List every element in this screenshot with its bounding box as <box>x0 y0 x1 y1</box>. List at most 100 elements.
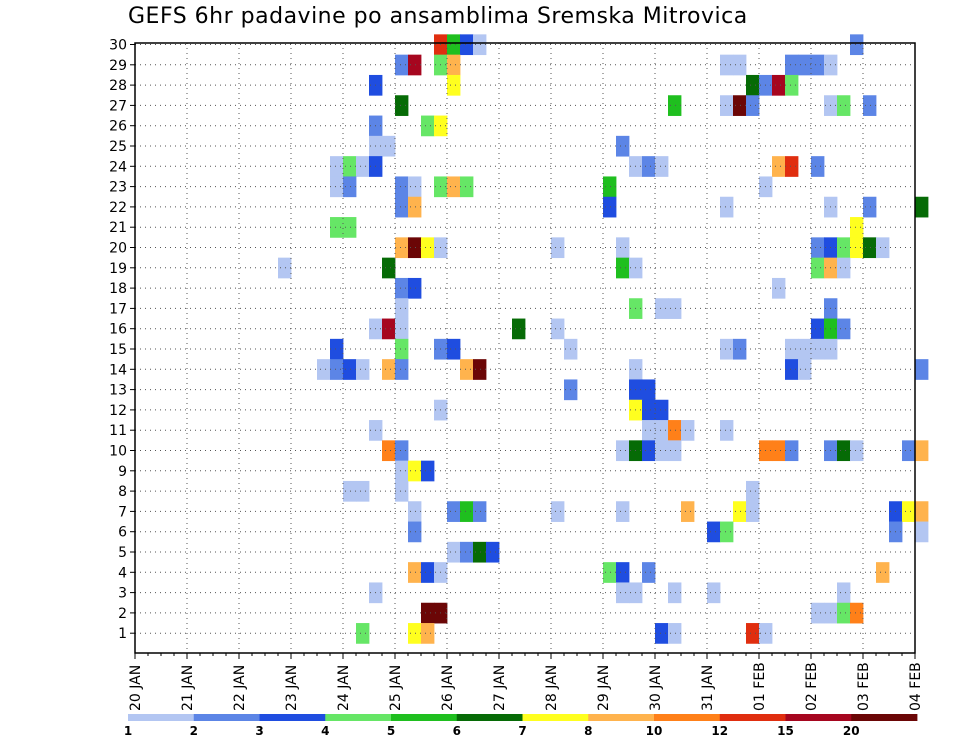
colorbar-swatch <box>522 714 589 721</box>
heatmap-cell <box>642 440 656 462</box>
heatmap-cell <box>421 460 435 482</box>
heatmap-cell <box>681 501 695 522</box>
x-tick-label: 30 JAN <box>648 665 664 711</box>
heatmap-cell <box>616 135 630 157</box>
x-tick-label: 26 JAN <box>440 665 456 711</box>
chart-title: GEFS 6hr padavine po ansamblima Sremska … <box>128 4 748 29</box>
heatmap-cell <box>408 176 422 198</box>
heatmap-cell <box>395 460 409 482</box>
colorbar-label: 15 <box>777 724 794 738</box>
heatmap-cell <box>603 176 617 198</box>
y-tick-label: 8 <box>118 484 127 500</box>
heatmap-cell <box>408 562 422 583</box>
heatmap-cell <box>447 338 461 360</box>
heatmap-cell <box>447 541 461 563</box>
heatmap-cell <box>785 338 799 360</box>
colorbar-swatch <box>851 714 918 721</box>
heatmap-cell <box>837 602 851 624</box>
y-tick-label: 25 <box>109 139 127 155</box>
x-tick-label: 20 JAN <box>128 665 144 711</box>
heatmap-cell <box>486 541 500 563</box>
heatmap-cell <box>408 237 422 259</box>
heatmap-cell <box>616 501 630 522</box>
y-tick-label: 7 <box>118 504 127 520</box>
y-tick-label: 22 <box>109 200 127 216</box>
heatmap-cell <box>668 623 682 644</box>
heatmap-cell <box>395 480 409 502</box>
heatmap-cell <box>772 74 786 96</box>
heatmap-cell <box>811 338 825 360</box>
y-tick-label: 11 <box>109 423 127 439</box>
heatmap-cell <box>395 95 409 116</box>
colorbar-label: 2 <box>190 724 198 738</box>
heatmap-cell <box>915 501 929 522</box>
y-tick-label: 27 <box>109 98 127 114</box>
heatmap-cell <box>655 623 669 644</box>
heatmap-cell <box>811 54 825 76</box>
heatmap-cell <box>811 257 825 279</box>
heatmap-cell <box>356 359 370 380</box>
heatmap-cell <box>343 217 357 238</box>
y-tick-label: 4 <box>118 565 127 581</box>
heatmap-cell <box>668 420 682 441</box>
heatmap-cell <box>447 54 461 76</box>
heatmap-cell <box>915 196 929 218</box>
heatmap-cell <box>733 501 747 522</box>
heatmap-cell <box>408 501 422 522</box>
x-axis: 20 JAN 21 JAN 22 JAN 23 JAN 24 JAN 25 JAN 26 J… <box>128 653 924 711</box>
heatmap-cell <box>330 176 344 198</box>
heatmap-cell <box>655 440 669 462</box>
heatmap-cell <box>915 440 929 462</box>
colorbar-swatch <box>456 714 523 721</box>
heatmap-cell <box>343 156 357 177</box>
x-tick-label: 01 FEB <box>752 662 768 711</box>
heatmap-cell <box>850 440 864 462</box>
heatmap-cell <box>421 562 435 583</box>
heatmap-cell <box>863 196 877 218</box>
y-tick-label: 10 <box>109 444 127 460</box>
heatmap-cell <box>356 623 370 644</box>
heatmap-cell <box>785 359 799 380</box>
y-tick-label: 6 <box>118 525 127 541</box>
heatmap-cell <box>642 156 656 177</box>
heatmap-cell <box>902 440 916 462</box>
heatmap-cell <box>772 156 786 177</box>
colorbar-swatch <box>259 714 326 721</box>
y-tick-label: 26 <box>109 119 127 135</box>
colorbar-label: 6 <box>453 724 461 738</box>
heatmap-cell <box>915 521 929 543</box>
heatmap-cell <box>772 277 786 299</box>
heatmap-cell <box>798 338 812 360</box>
heatmap-cell <box>642 420 656 441</box>
heatmap-cell <box>616 257 630 279</box>
y-tick-label: 14 <box>109 362 127 378</box>
x-tick-label: 25 JAN <box>388 665 404 711</box>
y-tick-label: 1 <box>118 626 127 642</box>
colorbar-label: 1 <box>124 724 132 738</box>
colorbar-swatch <box>719 714 786 721</box>
x-tick-label: 23 JAN <box>284 665 300 711</box>
heatmap-cell <box>551 318 565 340</box>
colorbar-label: 12 <box>711 724 728 738</box>
heatmap-cell <box>447 34 461 56</box>
x-tick-label: 31 JAN <box>700 665 716 711</box>
heatmap-cell <box>382 257 396 279</box>
heatmap-cell <box>837 95 851 116</box>
heatmap-cell <box>668 582 682 604</box>
heatmap-cell <box>473 501 487 522</box>
heatmap-cell <box>746 501 760 522</box>
heatmap-cell <box>395 196 409 218</box>
colorbar-swatch <box>325 714 392 721</box>
y-tick-label: 9 <box>118 464 127 480</box>
heatmap-cell <box>382 318 396 340</box>
y-tick-label: 20 <box>109 241 127 257</box>
heatmap-cell <box>473 34 487 56</box>
colorbar-swatch <box>785 714 852 721</box>
heatmap-cell <box>395 176 409 198</box>
heatmap-cell <box>746 74 760 96</box>
heatmap-cell <box>473 359 487 380</box>
heatmap-cell <box>460 501 474 522</box>
heatmap-cell <box>447 501 461 522</box>
heatmap-cell <box>863 95 877 116</box>
heatmap-cell <box>421 115 435 137</box>
